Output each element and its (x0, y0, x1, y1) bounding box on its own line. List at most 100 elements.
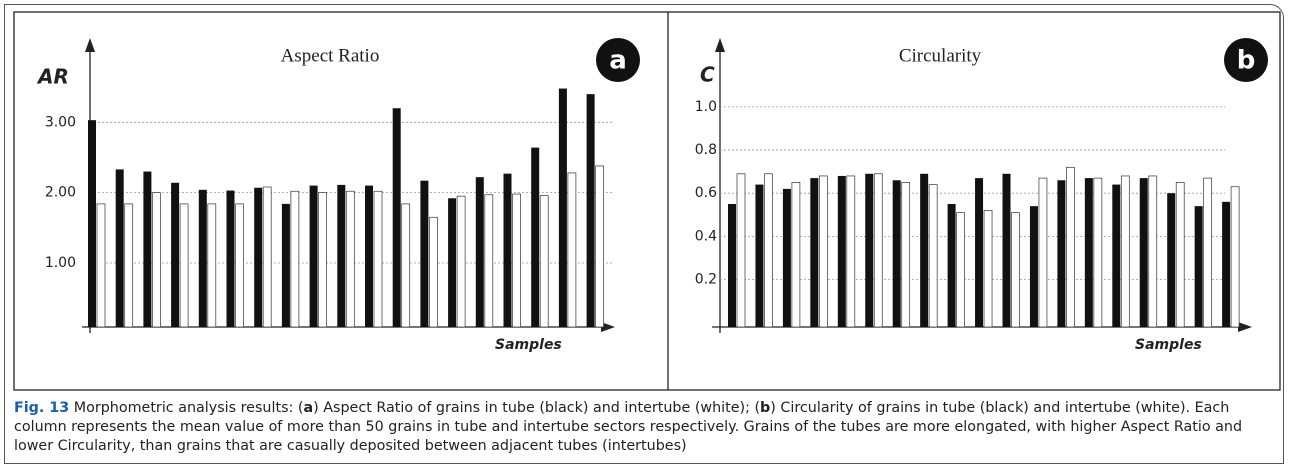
bar (865, 173, 874, 327)
bar (810, 178, 819, 327)
bar (337, 184, 346, 327)
x-axis-arrow (1238, 322, 1252, 332)
bar (956, 212, 965, 328)
badge-label: b (1237, 46, 1256, 76)
bar (736, 173, 746, 328)
x-axis-arrow (601, 322, 615, 332)
bar (401, 203, 411, 328)
bar (782, 188, 791, 327)
badge-circle (596, 38, 640, 82)
x-axis-label: Samples (1135, 337, 1202, 353)
bar (373, 190, 383, 328)
bar (595, 165, 604, 328)
bar (235, 203, 244, 328)
bar (567, 172, 577, 328)
x-axis-label: Samples (495, 337, 562, 353)
bar (429, 216, 438, 328)
bar (901, 182, 911, 328)
bar (1029, 206, 1038, 327)
bar (309, 185, 318, 327)
bar (484, 194, 494, 328)
y-axis-label: AR (36, 65, 69, 89)
bar (456, 195, 466, 328)
bar (115, 169, 124, 327)
bar (1084, 178, 1093, 327)
bar (281, 203, 290, 327)
bar (1175, 182, 1185, 328)
caption: Fig. 13 Morphometric analysis results: (… (14, 399, 1276, 456)
bar (1066, 166, 1075, 328)
bar (1038, 177, 1048, 328)
bar (818, 175, 828, 328)
bar (392, 108, 401, 327)
bar (503, 173, 512, 327)
y-axis-label: C (700, 63, 715, 87)
bar (207, 203, 217, 328)
y-tick-label: 2.00 (45, 185, 76, 201)
y-tick-label: 0.6 (695, 185, 717, 201)
bar (837, 175, 846, 327)
bar (975, 178, 984, 327)
bar (1230, 186, 1240, 328)
charts: Aspect Ratio AR Samples a 1.00 2.00 3.00 Circul… (13, 11, 1281, 391)
bar (558, 88, 567, 327)
bar (983, 210, 993, 328)
y-axis-arrow (715, 38, 725, 52)
bar (755, 184, 764, 327)
bar (420, 180, 429, 327)
bar (262, 186, 272, 328)
bar (947, 204, 956, 327)
bar (448, 198, 457, 327)
chart-title: Aspect Ratio (281, 45, 380, 66)
caption-label: Fig. 13 (14, 400, 70, 416)
y-tick-label: 0.4 (695, 228, 717, 244)
bar (152, 192, 161, 328)
bar (791, 182, 801, 328)
y-tick-label: 1.00 (45, 255, 76, 271)
bar (365, 185, 373, 327)
bar (1112, 184, 1121, 327)
bar (1002, 173, 1011, 327)
bar (1120, 175, 1130, 328)
bar (1222, 201, 1231, 327)
caption-text: Morphometric analysis results: ( (69, 400, 304, 416)
bar (586, 94, 595, 327)
caption-bold: b (760, 400, 771, 416)
bar (290, 190, 300, 328)
bar (531, 147, 540, 327)
bar (198, 189, 207, 327)
bar (254, 187, 263, 327)
bar (179, 203, 189, 328)
bar (475, 177, 484, 327)
bar (171, 182, 180, 327)
bar (539, 195, 549, 328)
y-axis-arrow (85, 38, 95, 52)
bar (920, 173, 929, 327)
caption-text: ) Aspect Ratio of grains in tube (black)… (313, 400, 761, 416)
bar (345, 190, 355, 328)
caption-bold: a (303, 400, 314, 416)
bar (96, 203, 106, 328)
bar (226, 190, 235, 327)
y-tick-label: 1.0 (695, 99, 717, 115)
y-tick-label: 0.2 (695, 272, 717, 288)
caption-text: ) Circularity of grains in tube (black) … (14, 400, 1243, 454)
bar (1011, 212, 1020, 328)
bar (1167, 193, 1176, 327)
bar (124, 203, 134, 328)
y-tick-label: 0.8 (695, 142, 717, 158)
bar (1139, 178, 1148, 327)
bar (892, 180, 901, 327)
bar (1203, 177, 1213, 328)
badge-circle (1224, 38, 1268, 82)
bar (928, 184, 938, 328)
badge-label: a (609, 46, 627, 76)
bar (88, 120, 96, 327)
bar (1194, 206, 1203, 327)
bar (1057, 180, 1066, 327)
bar (1148, 175, 1158, 328)
bar (728, 204, 736, 327)
chart-title: Circularity (899, 45, 982, 66)
bar (512, 193, 521, 328)
